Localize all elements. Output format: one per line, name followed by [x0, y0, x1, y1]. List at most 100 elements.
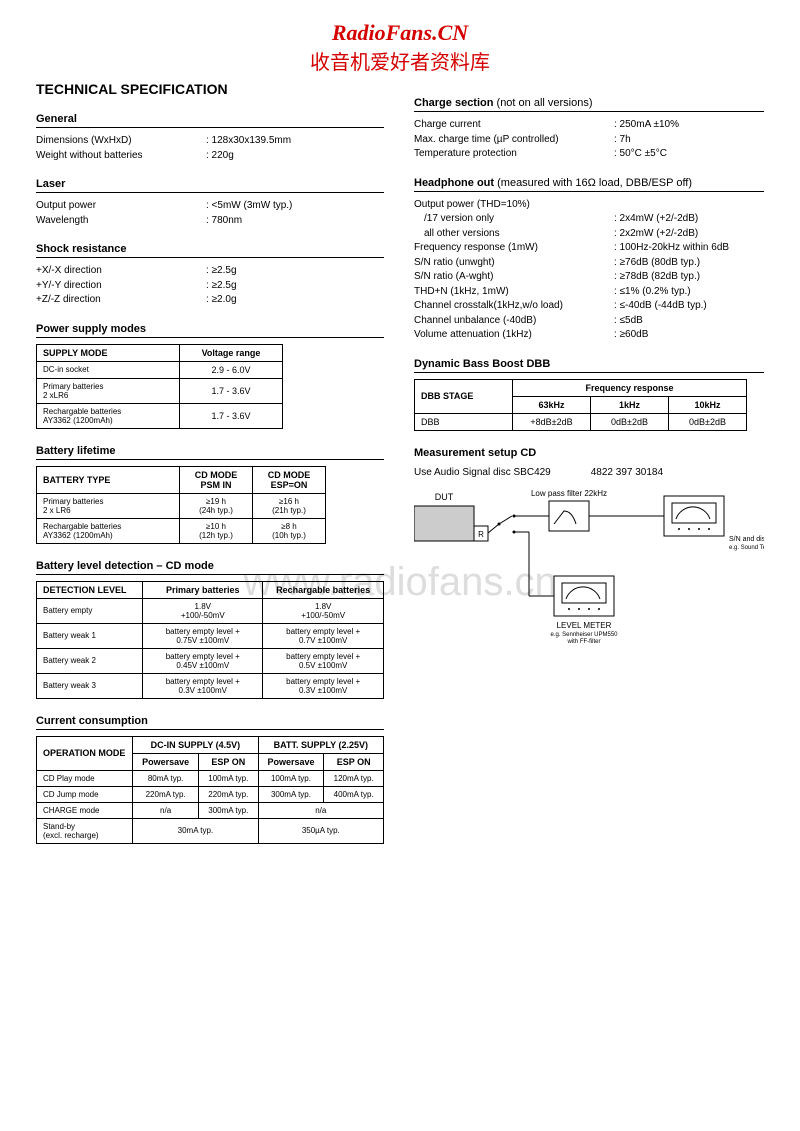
table-cell: 400mA typ.	[324, 786, 384, 802]
table-cell: battery empty level +0.7V ±100mV	[263, 623, 384, 648]
table-cell: Battery weak 3	[37, 673, 143, 698]
table-header: SUPPLY MODE	[37, 344, 180, 361]
spec-key: +Y/-Y direction	[36, 279, 206, 293]
table-header: Powersave	[258, 753, 324, 770]
spec-value: : 780nm	[206, 214, 384, 228]
table-cell: 30mA typ.	[133, 818, 258, 843]
table-cell: 220mA typ.	[133, 786, 199, 802]
watermark-header: RadioFans.CN 收音机爱好者资料库	[36, 20, 764, 75]
section-measurement: Measurement setup CD	[414, 447, 764, 461]
spec-key: Dimensions (WxHxD)	[36, 134, 206, 148]
table-cell: battery empty level +0.5V ±100mV	[263, 648, 384, 673]
spec-value: : 2x4mW (+2/-2dB)	[614, 212, 764, 226]
table-cell: 80mA typ.	[133, 770, 199, 786]
current-table: OPERATION MODEDC-IN SUPPLY (4.5V)BATT. S…	[36, 736, 384, 844]
table-cell: battery empty level +0.3V ±100mV	[143, 673, 263, 698]
spec-key: Output power	[36, 199, 206, 213]
spec-key: +X/-X direction	[36, 264, 206, 278]
table-cell: 0dB±2dB	[591, 413, 669, 430]
meas-text: Use Audio Signal disc SBC429	[414, 467, 551, 478]
battery-life-table: BATTERY TYPECD MODEPSM INCD MODEESP=ON Pr…	[36, 466, 326, 544]
svg-text:e.g. Sennheiser UPM550: e.g. Sennheiser UPM550	[550, 632, 618, 638]
table-header: Voltage range	[180, 344, 283, 361]
table-cell: 1.8V+100/-50mV	[263, 598, 384, 623]
hp-heading-sub: (measured with 16Ω load, DBB/ESP off)	[494, 177, 692, 189]
section-battery-life: Battery lifetime	[36, 445, 384, 460]
table-header: Rechargable batteries	[263, 581, 384, 598]
spec-key: Max. charge time (µP controlled)	[414, 133, 614, 147]
svg-text:LEVEL METER: LEVEL METER	[557, 621, 612, 630]
table-header: 1kHz	[591, 396, 669, 413]
table-cell: Rechargable batteriesAY3362 (1200mAh)	[37, 518, 180, 543]
svg-text:R: R	[478, 530, 484, 539]
spec-value	[614, 198, 764, 212]
laser-list: Output power: <5mW (3mW typ.)Wavelength:…	[36, 199, 384, 227]
watermark-line2: 收音机爱好者资料库	[36, 46, 764, 75]
table-header: 10kHz	[669, 396, 747, 413]
spec-value: : ≤1% (0.2% typ.)	[614, 285, 764, 299]
table-cell: n/a	[133, 802, 199, 818]
table-cell: Battery empty	[37, 598, 143, 623]
table-header: CD MODEESP=ON	[253, 466, 326, 493]
spec-value: : 220g	[206, 149, 384, 163]
svg-text:S/N and distortion meter: S/N and distortion meter	[729, 536, 764, 543]
spec-value: : 128x30x139.5mm	[206, 134, 384, 148]
section-current: Current consumption	[36, 715, 384, 730]
headphone-list: Output power (THD=10%) /17 version only:…	[414, 198, 764, 342]
table-cell: Primary batteries2 xLR6	[37, 378, 180, 403]
table-header: DBB STAGE	[415, 379, 513, 413]
table-cell: Stand-by(excl. recharge)	[37, 818, 133, 843]
table-cell: 100mA typ.	[258, 770, 324, 786]
spec-value: : ≥78dB (82dB typ.)	[614, 270, 764, 284]
spec-key: all other versions	[414, 227, 614, 241]
table-cell: Battery weak 1	[37, 623, 143, 648]
table-cell: battery empty level +0.75V ±100mV	[143, 623, 263, 648]
section-batt-level: Battery level detection – CD mode	[36, 560, 384, 575]
table-cell: DBB	[415, 413, 513, 430]
table-cell: CD Jump mode	[37, 786, 133, 802]
spec-value: : 7h	[614, 133, 764, 147]
table-header: CD MODEPSM IN	[180, 466, 253, 493]
table-cell: 100mA typ.	[199, 770, 259, 786]
spec-value: : ≥76dB (80dB typ.)	[614, 256, 764, 270]
table-header: ESP ON	[199, 753, 259, 770]
section-dbb: Dynamic Bass Boost DBB	[414, 358, 764, 373]
spec-value: : ≥2.5g	[206, 264, 384, 278]
svg-text:e.g. Sound Technology ST1700B: e.g. Sound Technology ST1700B	[729, 545, 764, 551]
measurement-diagram: DUT R Low pass filter 22kHz S/N and dist…	[414, 486, 764, 659]
table-cell: 2.9 - 6.0V	[180, 361, 283, 378]
spec-key: /17 version only	[414, 212, 614, 226]
meas-code: 4822 397 30184	[591, 467, 663, 478]
watermark-line1: RadioFans.CN	[36, 20, 764, 46]
table-cell: 300mA typ.	[258, 786, 324, 802]
svg-text:with FF-filter: with FF-filter	[567, 639, 601, 645]
table-cell: battery empty level +0.45V ±100mV	[143, 648, 263, 673]
page-title: TECHNICAL SPECIFICATION	[36, 81, 384, 97]
spec-key: +Z/-Z direction	[36, 293, 206, 307]
spec-key: Volume attenuation (1kHz)	[414, 328, 614, 342]
table-cell: 1.8V+100/-50mV	[143, 598, 263, 623]
table-header: 63kHz	[513, 396, 591, 413]
table-cell: 220mA typ.	[199, 786, 259, 802]
table-header: BATTERY TYPE	[37, 466, 180, 493]
spec-value: : 250mA ±10%	[614, 118, 764, 132]
battery-level-table: DETECTION LEVELPrimary batteriesRecharga…	[36, 581, 384, 699]
table-header: Primary batteries	[143, 581, 263, 598]
table-cell: ≥16 h(21h typ.)	[253, 493, 326, 518]
spec-key: Charge current	[414, 118, 614, 132]
table-cell: battery empty level +0.3V ±100mV	[263, 673, 384, 698]
table-header: DC-IN SUPPLY (4.5V)	[133, 736, 258, 753]
spec-value: : 100Hz-20kHz within 6dB	[614, 241, 764, 255]
left-column: TECHNICAL SPECIFICATION General Dimensio…	[36, 81, 384, 844]
table-header: ESP ON	[324, 753, 384, 770]
right-column: Charge section (not on all versions) Cha…	[414, 81, 764, 844]
spec-value: : <5mW (3mW typ.)	[206, 199, 384, 213]
spec-value: : ≤5dB	[614, 314, 764, 328]
table-cell: CD Play mode	[37, 770, 133, 786]
spec-key: Frequency response (1mW)	[414, 241, 614, 255]
table-cell: 0dB±2dB	[669, 413, 747, 430]
table-cell: Battery weak 2	[37, 648, 143, 673]
charge-heading-sub: (not on all versions)	[493, 97, 592, 109]
table-cell: Primary batteries2 x LR6	[37, 493, 180, 518]
spec-key: Wavelength	[36, 214, 206, 228]
